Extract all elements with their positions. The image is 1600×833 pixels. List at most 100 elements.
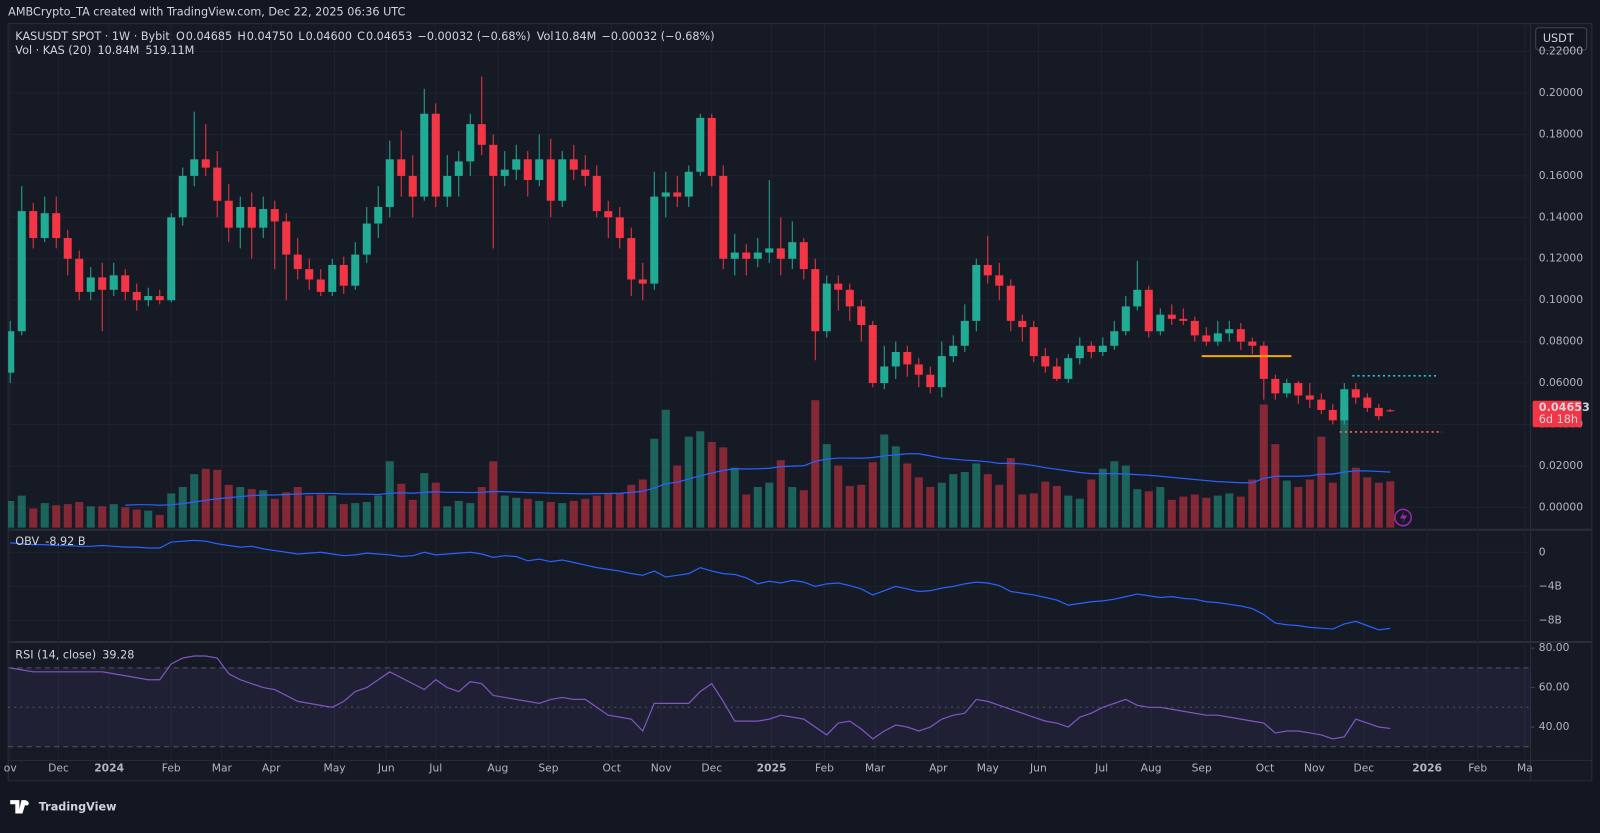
volume-bar [1328, 482, 1337, 528]
candle-body [661, 192, 670, 197]
candle-body [581, 169, 590, 176]
volume-bar [1202, 497, 1211, 528]
y-tick-label: −4B [1539, 579, 1562, 592]
volume-bar [742, 494, 751, 528]
currency-button[interactable]: USDT [1535, 27, 1588, 51]
candle-body [788, 242, 797, 259]
volume-bar [236, 486, 245, 528]
candle-body [1018, 320, 1027, 328]
volume-bar [1041, 481, 1050, 528]
candle-body [615, 217, 624, 239]
volume-bar [650, 438, 659, 528]
volume-bar [868, 462, 877, 528]
candle-body [684, 171, 693, 197]
price-pane [8, 76, 1395, 528]
chart-frame [7, 23, 1593, 782]
volume-bar [362, 501, 371, 528]
volume-bar [1144, 491, 1153, 528]
candle-body [845, 289, 854, 307]
volume-bar [500, 495, 509, 528]
legend-text: 0.04600 [306, 30, 352, 43]
x-tick-label: 2024 [94, 762, 124, 775]
volume-bar [431, 482, 440, 528]
candle-body [132, 291, 141, 301]
candle-body [8, 331, 15, 373]
volume-bar [1386, 481, 1395, 528]
candle-body [569, 159, 578, 170]
volume-bar [627, 484, 636, 528]
volume-bar [224, 484, 233, 528]
volume-bar [949, 474, 958, 528]
brand-logo: TradingView [10, 800, 117, 814]
volume-bar [109, 504, 118, 528]
candle-body [201, 159, 210, 168]
last-price-tag [1532, 400, 1582, 428]
candle-body [63, 238, 72, 259]
candle-body [1064, 358, 1073, 379]
volume-bar [903, 463, 912, 528]
candle-body [247, 206, 256, 228]
candle-body [75, 258, 84, 292]
candle-body [1121, 306, 1130, 332]
icon-ring[interactable] [1394, 508, 1412, 527]
candle-body [765, 248, 774, 253]
candle-body [98, 277, 107, 290]
volume-bar [995, 484, 1004, 528]
candle-body [949, 345, 958, 357]
candle-body [558, 159, 567, 201]
volume-bar [546, 501, 555, 528]
replay-icon[interactable] [1394, 508, 1412, 527]
y-tick-label: 0.08000 [1539, 335, 1583, 348]
volume-bar [305, 495, 314, 528]
volume-bar [98, 506, 107, 528]
brand-name: TradingView [39, 800, 117, 813]
volume-bar [880, 434, 889, 528]
volume-bar [592, 495, 601, 528]
volume-bar [1282, 480, 1291, 528]
volume-bar [316, 494, 325, 528]
volume-bar [86, 506, 95, 528]
volume-bar [604, 493, 613, 528]
candle-body [477, 124, 486, 145]
candle-body [167, 217, 176, 301]
volume-bar [1271, 444, 1280, 528]
legend-text: L [298, 30, 305, 43]
x-tick-label: ov [4, 762, 18, 775]
volume-bar [259, 490, 268, 528]
candle-body [213, 167, 222, 201]
candle-body [397, 159, 406, 176]
candle-body [121, 275, 130, 292]
volume-bar [983, 474, 992, 528]
currency-label[interactable]: USDT [1543, 32, 1574, 45]
candle-body [1144, 289, 1153, 332]
icon-bolt[interactable] [1400, 511, 1408, 524]
candle-body [1363, 397, 1372, 408]
candle-body [178, 175, 187, 218]
volume-bar [914, 477, 923, 528]
volume-bar [1317, 436, 1326, 528]
candle-body [1248, 341, 1257, 346]
volume-bar [351, 503, 360, 528]
volume-bar [1259, 404, 1268, 528]
y-tick-label: 0 [1539, 545, 1546, 558]
volume-bar [17, 495, 26, 528]
candle-body [822, 283, 831, 332]
candle-body [1351, 389, 1360, 398]
candle-body [1225, 329, 1234, 334]
volume-bar [1179, 496, 1188, 528]
volume-bar [1018, 494, 1027, 528]
x-tick-label: May [977, 762, 1000, 775]
candle-body [638, 279, 647, 284]
indicator-line [10, 655, 1391, 740]
candle-body [1271, 378, 1280, 394]
candle-body [753, 252, 762, 259]
candle-body [1305, 395, 1314, 400]
x-tick-label: Oct [1256, 762, 1275, 775]
volume-bar [765, 482, 774, 528]
candle-body [500, 169, 509, 176]
currency-box[interactable] [1535, 27, 1588, 51]
volume-bar [40, 503, 49, 528]
candle-body [1202, 335, 1211, 342]
candle-body [1386, 410, 1395, 412]
candle-body [1029, 327, 1038, 357]
